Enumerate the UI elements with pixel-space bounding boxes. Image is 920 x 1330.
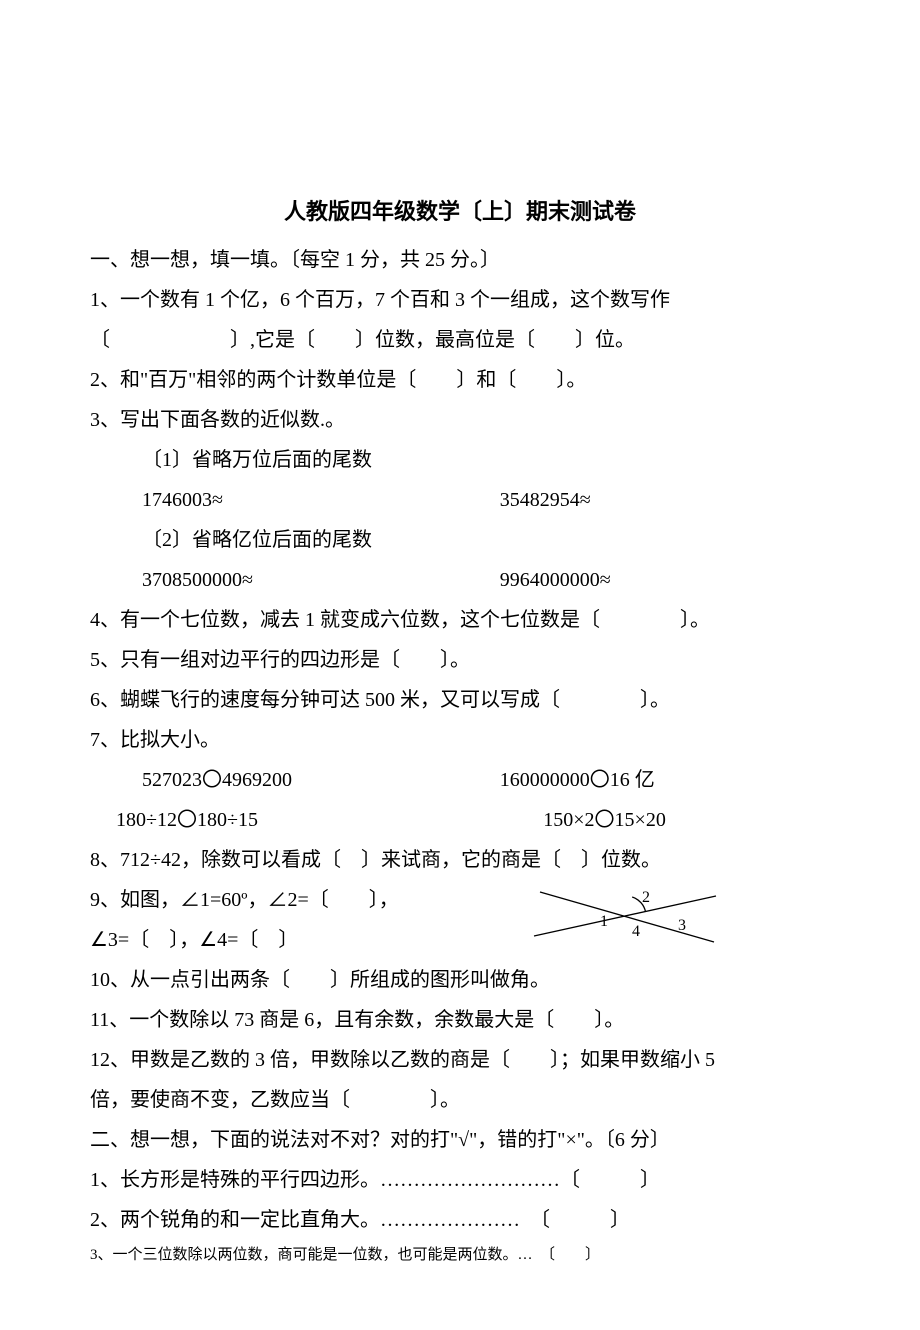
s1-q3-sub2-left: 3708500000≈ bbox=[142, 560, 500, 600]
s2-q1: 1、长方形是特殊的平行四边形。………………………〔 〕 bbox=[90, 1160, 830, 1200]
s1-q3-sub2-right: 9964000000≈ bbox=[500, 560, 830, 600]
s1-q3: 3、写出下面各数的近似数.。 bbox=[90, 400, 830, 440]
s1-q7-row1-right: 160000000〇16 亿 bbox=[500, 760, 830, 800]
s1-q12-line1: 12、甲数是乙数的 3 倍，甲数除以乙数的商是〔 〕；如果甲数缩小 5 bbox=[90, 1040, 830, 1080]
s2-q2: 2、两个锐角的和一定比直角大。………………… 〔 〕 bbox=[90, 1200, 830, 1240]
s1-q3-sub1-left: 1746003≈ bbox=[142, 480, 500, 520]
section1-heading: 一、想一想，填一填。〔每空 1 分，共 25 分。〕 bbox=[90, 240, 830, 280]
s2-q3: 3、一个三位数除以两位数，商可能是一位数，也可能是两位数。… 〔 〕 bbox=[90, 1240, 830, 1270]
s1-q7-row2-left: 180÷12〇180÷15 bbox=[116, 800, 487, 840]
s1-q3-sub1: 〔1〕省略万位后面的尾数 bbox=[90, 440, 830, 480]
svg-text:2: 2 bbox=[642, 889, 650, 906]
s1-q12-line2: 倍，要使商不变，乙数应当〔 〕。 bbox=[90, 1080, 830, 1120]
s1-q7: 7、比拟大小。 bbox=[90, 720, 830, 760]
s1-q6: 6、蝴蝶飞行的速度每分钟可达 500 米，又可以写成〔 〕。 bbox=[90, 680, 830, 720]
s1-q3-sub2: 〔2〕省略亿位后面的尾数 bbox=[90, 520, 830, 560]
s1-q7-row1-left: 527023〇4969200 bbox=[142, 760, 500, 800]
s1-q11: 11、一个数除以 73 商是 6，且有余数，余数最大是〔 〕。 bbox=[90, 1000, 830, 1040]
exam-page: 人教版四年级数学〔上〕期末测试卷 一、想一想，填一填。〔每空 1 分，共 25 … bbox=[0, 0, 920, 1330]
s1-q1-line2: 〔 〕,它是〔 〕位数，最高位是〔 〕位。 bbox=[90, 320, 830, 360]
s1-q5: 5、只有一组对边平行的四边形是〔 〕。 bbox=[90, 640, 830, 680]
s1-q10: 10、从一点引出两条〔 〕所组成的图形叫做角。 bbox=[90, 960, 830, 1000]
s1-q3-sub2-ans: 3708500000≈ 9964000000≈ bbox=[90, 560, 830, 600]
s1-q9-wrap: 9、如图，∠1=60º，∠2=〔 〕， ∠3=〔 〕，∠4=〔 〕 2143 bbox=[90, 880, 830, 960]
section2-heading: 二、想一想，下面的说法对不对？对的打"√"，错的打"×"。〔6 分〕 bbox=[90, 1120, 830, 1160]
angle-diagram: 2 1 4 3 bbox=[530, 874, 720, 954]
page-title: 人教版四年级数学〔上〕期末测试卷 bbox=[90, 190, 830, 234]
s1-q3-sub1-right: 35482954≈ bbox=[500, 480, 830, 520]
s1-q7-row2: 180÷12〇180÷15 150×2〇15×20 bbox=[90, 800, 830, 840]
svg-text:1: 1 bbox=[600, 913, 608, 930]
s1-q4: 4、有一个七位数，减去 1 就变成六位数，这个七位数是〔 〕。 bbox=[90, 600, 830, 640]
s1-q1-line1: 1、一个数有 1 个亿，6 个百万，7 个百和 3 个一组成，这个数写作 bbox=[90, 280, 830, 320]
s1-q2: 2、和"百万"相邻的两个计数单位是〔 〕和〔 〕。 bbox=[90, 360, 830, 400]
s1-q3-sub1-ans: 1746003≈ 35482954≈ bbox=[90, 480, 830, 520]
s1-q7-row2-right: 150×2〇15×20 bbox=[487, 800, 830, 840]
s1-q7-row1: 527023〇4969200 160000000〇16 亿 bbox=[90, 760, 830, 800]
svg-text:3: 3 bbox=[678, 917, 686, 934]
svg-text:4: 4 bbox=[632, 923, 640, 940]
